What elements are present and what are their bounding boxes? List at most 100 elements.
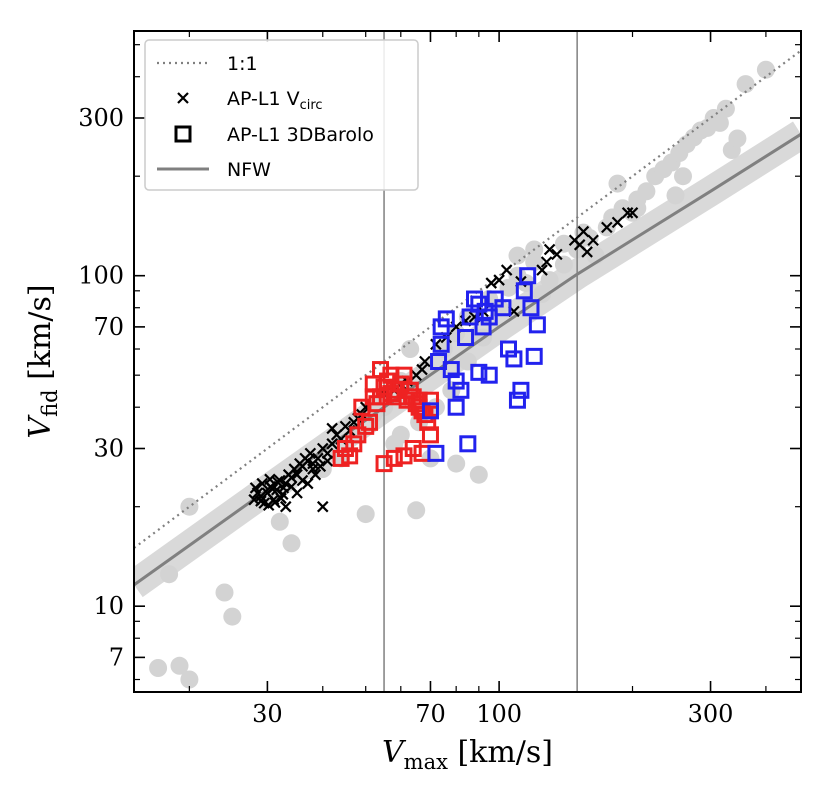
vcirc-marker: [500, 264, 513, 276]
barolo-marker: [442, 361, 460, 379]
grey-point: [458, 352, 477, 371]
grey-point: [447, 324, 466, 343]
grey-point: [180, 497, 199, 516]
grey-point: [756, 60, 775, 79]
grey-point: [356, 505, 375, 524]
vcirc-marker: [262, 499, 275, 512]
grey-point: [469, 465, 488, 484]
vcirc-marker: [301, 477, 314, 490]
x-tick-label: 70: [415, 700, 446, 728]
barolo-marker: [519, 267, 537, 285]
vcirc-marker: [551, 248, 563, 261]
grey-point: [170, 656, 189, 675]
vcirc-marker: [493, 274, 505, 286]
barolo-marker: [494, 299, 512, 317]
vcirc-marker: [296, 474, 309, 487]
barolo-marker: [457, 329, 475, 347]
vcirc-marker: [577, 225, 590, 238]
barolo-marker: [341, 447, 359, 465]
barolo-marker: [500, 340, 518, 358]
barolo-marker: [419, 413, 437, 431]
y-tick-label: 10: [93, 592, 124, 620]
vcirc-marker: [543, 243, 556, 256]
legend-symbol-barolo: [174, 125, 192, 143]
barolo-marker: [421, 391, 439, 409]
y-tick-label: 7: [109, 643, 124, 671]
grey-point: [710, 113, 729, 132]
barolo-marker: [452, 381, 470, 399]
barolo-marker: [427, 444, 445, 462]
vcirc-marker: [304, 447, 317, 460]
vcirc-marker: [321, 455, 334, 467]
y-tick-label: 30: [93, 435, 124, 463]
barolo-marker: [404, 440, 422, 458]
grey-point: [447, 454, 466, 473]
barolo-marker: [401, 381, 419, 399]
grey-point: [149, 659, 168, 677]
grey-point: [608, 174, 627, 193]
barolo-marker: [375, 455, 393, 473]
barolo-marker: [432, 335, 450, 353]
grey-point: [282, 534, 301, 553]
vcirc-marker: [587, 234, 599, 247]
grey-point: [554, 234, 573, 253]
vcirc-marker: [581, 246, 593, 258]
vcirc-marker: [326, 422, 338, 435]
barolo-marker: [382, 366, 400, 384]
legend: 1:1 AP-L1 Vcirc AP-L1 3DBarolo NFW: [144, 39, 419, 191]
vcirc-marker: [256, 477, 268, 490]
barolo-marker: [437, 310, 455, 328]
grey-point: [637, 182, 656, 201]
x-axis-label: Vmax [km/s]: [382, 735, 553, 774]
vcirc-marker: [540, 256, 553, 268]
x-tick-label: 30: [252, 700, 283, 728]
barolo-marker: [505, 350, 523, 368]
vcirc-marker: [285, 471, 298, 484]
grey-point: [540, 271, 559, 290]
grey-point: [674, 167, 692, 186]
legend-symbol-vcirc: [177, 92, 189, 104]
grey-point: [442, 381, 461, 400]
legend-label: AP-L1 Vcirc: [227, 88, 323, 113]
vcirc-marker: [621, 207, 634, 219]
vcirc-marker: [626, 207, 639, 219]
grey-point: [180, 670, 199, 689]
barolo-marker: [345, 435, 363, 453]
barolo-marker: [353, 398, 371, 416]
y-axis-label: Vfid [km/s]: [23, 284, 62, 438]
grey-point: [270, 512, 289, 531]
x-tick-label: 300: [688, 700, 734, 728]
y-tick-label: 300: [78, 104, 124, 132]
barolo-marker: [528, 316, 546, 334]
barolo-marker: [508, 391, 526, 409]
legend-box: [144, 39, 419, 191]
vcirc-marker: [419, 355, 431, 368]
vcirc-marker: [275, 492, 287, 505]
x-tick-label: 100: [476, 700, 522, 728]
vcirc-marker: [611, 216, 624, 229]
vcirc-marker: [249, 482, 262, 494]
grey-point: [508, 246, 527, 265]
axes-frame: [133, 30, 802, 693]
vcirc-marker: [536, 264, 548, 276]
legend-label: AP-L1 3DBarolo: [227, 124, 374, 146]
grey-point: [223, 607, 242, 626]
barolo-marker: [522, 299, 540, 317]
grey-point: [716, 99, 735, 118]
barolo-marker: [480, 308, 498, 326]
vcirc-marker: [266, 483, 279, 495]
y-tick-label: 100: [78, 262, 124, 290]
y-tick-label: 70: [93, 313, 124, 341]
barolo-marker: [421, 426, 439, 444]
one-to-one-line: [134, 49, 801, 549]
axes: 30 70 100 300 7 10 30 70 100 300 Vmax [km/s] Vfid […: [23, 30, 802, 774]
vcirc-marker: [316, 500, 329, 513]
legend-label: NFW: [227, 159, 271, 181]
vcirc-marker: [430, 338, 442, 351]
barolo-marker: [525, 347, 543, 365]
barolo-marker: [480, 366, 498, 384]
vcirc-marker: [601, 221, 613, 234]
vcirc-marker: [269, 496, 281, 509]
barolo-marker: [357, 417, 375, 435]
